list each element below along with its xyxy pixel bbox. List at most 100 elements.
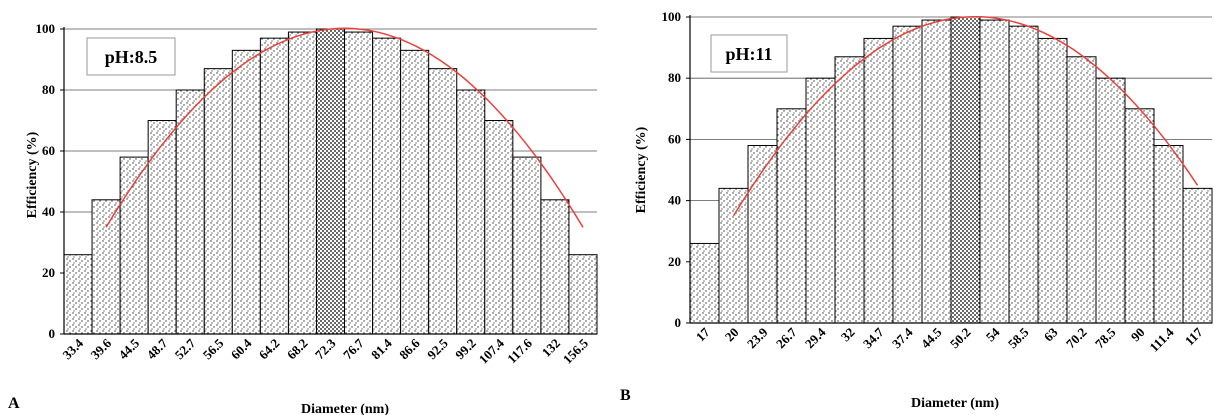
- panel-a-bar: [456, 89, 486, 335]
- panel-b-bar-highlight: [950, 16, 981, 324]
- panel-b-letter: B: [620, 387, 631, 404]
- panel-b-x-tick-label: 20: [722, 325, 742, 345]
- panel-a-y-tick-label: 40: [42, 204, 55, 219]
- panel-b: B Diameter (nm) Efficiency (%) pH:11: [620, 34, 999, 411]
- panel-b-x-tick-label: 90: [1128, 325, 1148, 345]
- panel-a-x-tick-label: 107.4: [476, 335, 508, 367]
- panel-b-fit-curve: [732, 15, 1199, 217]
- panel-b-bar: [863, 37, 894, 324]
- panel-b-y-tick-label: 40: [668, 193, 681, 208]
- panel-b-bar: [921, 19, 952, 324]
- panel-a-y-tick-label: 80: [42, 82, 55, 97]
- panel-b-annotation: pH:11: [725, 44, 772, 64]
- panel-b-bar: [1153, 145, 1184, 324]
- panel-b-x-tick-label: 29.4: [802, 324, 829, 351]
- panel-b-bar: [805, 77, 836, 324]
- panel-a-bar: [175, 89, 205, 335]
- panel-b-bar: [979, 19, 1010, 324]
- panel-a-x-axis-title: Diameter (nm): [301, 402, 389, 415]
- panel-a-bar: [91, 199, 121, 335]
- panel-b-x-tick-label: 117: [1182, 324, 1206, 348]
- panel-a-x-tick-label: 86.6: [396, 335, 423, 362]
- panel-a-y-tick-label: 20: [42, 265, 55, 280]
- panel-b-x-tick-label: 32: [838, 325, 858, 345]
- panel-b-y-tick-label: 80: [668, 70, 681, 85]
- panel-b-bar: [1008, 25, 1039, 324]
- panel-a-bar: [428, 68, 458, 335]
- panel-b-x-tick-label: 58.5: [1005, 324, 1032, 351]
- panel-b-bar: [1182, 187, 1213, 324]
- panel-b-y-axis-title: Efficiency (%): [634, 126, 649, 213]
- panel-b-bar: [776, 108, 807, 324]
- panel-b-x-axis-title: Diameter (nm): [911, 396, 999, 411]
- panel-a-bar-highlight: [315, 28, 346, 335]
- panel-a-x-tick-label: 56.5: [200, 335, 227, 362]
- panel-b-x-tick-label: 17: [693, 324, 713, 344]
- panel-b-x-tick-label: 78.5: [1092, 324, 1119, 351]
- panel-a-x-tick-label: 68.2: [284, 336, 311, 363]
- panel-b-bar: [718, 187, 749, 324]
- panel-b-y-tick-label: 0: [675, 315, 682, 330]
- panel-b-y-tick-label: 100: [662, 9, 682, 24]
- panel-b-y-tick-label: 60: [668, 131, 681, 146]
- panel-a-bar: [147, 120, 177, 335]
- panel-b-annotation-box: [710, 34, 788, 73]
- panel-a-x-tick-label: 156.5: [560, 335, 592, 367]
- panel-b-bar: [892, 25, 923, 324]
- panel-a-bar: [540, 199, 570, 335]
- panel-a-x-tick-label: 52.7: [172, 335, 199, 362]
- panel-a-bar: [203, 68, 233, 335]
- panel-a-x-tick-label: 48.7: [144, 335, 171, 362]
- panel-b-x-tick-label: 44.5: [918, 324, 945, 351]
- panel-a-x-tick-label: 92.5: [424, 335, 451, 362]
- panel-b-x-tick-label: 63: [1041, 324, 1061, 344]
- panel-a-y-tick-label: 0: [49, 326, 56, 341]
- panel-a-bar: [484, 120, 514, 335]
- panel-a-bar: [287, 31, 317, 335]
- panel-b-bar: [1124, 108, 1155, 324]
- panel-b-x-tick-label: 54: [983, 324, 1003, 344]
- panel-b-x-tick-label: 34.7: [860, 324, 887, 351]
- panel-a-bar: [512, 156, 542, 335]
- panel-a-x-tick-label: 72.3: [312, 335, 339, 362]
- panel-a-bar: [344, 31, 374, 335]
- panel-a-x-tick-label: 44.5: [116, 335, 143, 362]
- panel-a-bar: [568, 254, 598, 335]
- panel-a-y-tick-label: 100: [36, 21, 56, 36]
- panel-a-letter: A: [8, 395, 20, 412]
- panel-a-fit-curve: [105, 27, 584, 228]
- panel-b-x-tick-label: 37.4: [889, 324, 916, 351]
- panel-b-bar: [834, 56, 865, 324]
- panel-b-bar: [747, 145, 778, 324]
- panel-a-x-tick-label: 117.6: [504, 335, 535, 366]
- panel-a-x-tick-label: 81.4: [368, 335, 395, 362]
- panel-b-x-tick-label: 111.4: [1146, 324, 1177, 355]
- panel-a: A Diameter (nm) Efficiency (%) pH:8.5: [8, 37, 389, 415]
- panel-b-x-tick-label: 26.7: [773, 324, 800, 351]
- panel-b-x-tick-label: 70.2: [1063, 325, 1090, 352]
- panel-a-bar: [259, 37, 289, 335]
- panel-b-bar: [1066, 56, 1097, 324]
- panel-a-bar: [372, 37, 402, 335]
- panel-b-bar: [1037, 37, 1068, 324]
- panel-a-bar: [400, 49, 430, 335]
- panel-b-bar: [1095, 77, 1126, 324]
- panel-b-x-tick-label: 50.2: [947, 325, 974, 352]
- panel-a-x-tick-label: 64.2: [256, 336, 283, 363]
- panel-a-x-tick-label: 99.2: [452, 336, 479, 363]
- panel-a-bar: [231, 49, 261, 335]
- panel-a-bar: [63, 254, 93, 335]
- panel-a-annotation-box: [86, 37, 176, 76]
- panel-a-x-tick-label: 39.6: [88, 335, 115, 362]
- panel-b-y-tick-label: 20: [668, 254, 681, 269]
- panel-a-y-tick-label: 60: [42, 143, 55, 158]
- panel-b-x-tick-label: 23.9: [744, 324, 771, 351]
- panel-a-x-tick-label: 33.4: [59, 335, 86, 362]
- panel-a-bar: [119, 156, 149, 335]
- panel-b-bar: [689, 242, 720, 324]
- panel-a-x-tick-label: 76.7: [340, 335, 367, 362]
- panel-a-annotation: pH:8.5: [105, 47, 158, 67]
- panel-a-y-axis-title: Efficiency (%): [25, 131, 40, 218]
